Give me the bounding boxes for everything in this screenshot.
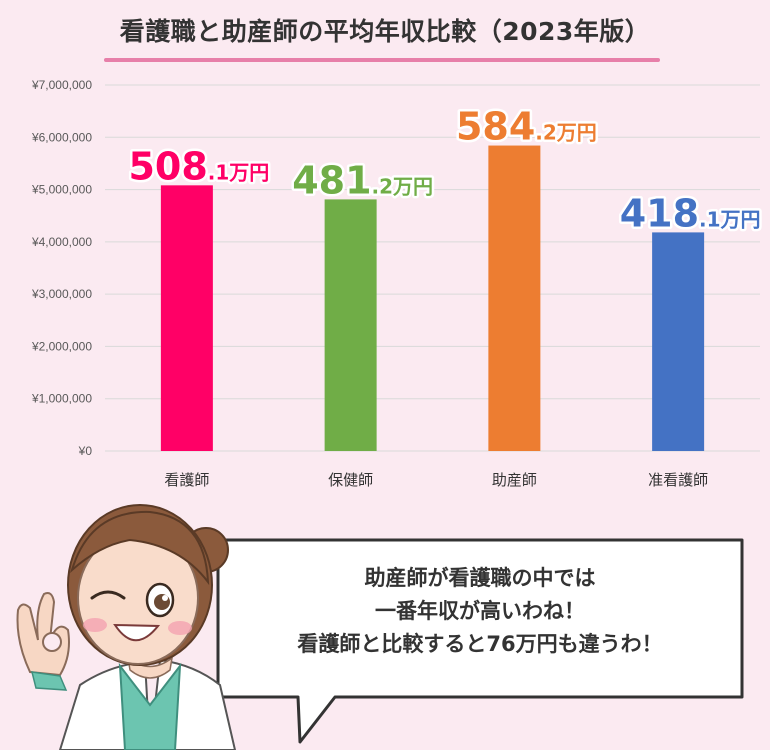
bar (652, 232, 705, 451)
data-label-minor: .1万円 (699, 207, 761, 231)
bar (488, 145, 541, 451)
nurse-illustration (16, 504, 744, 750)
x-tick-label: 助産師 (492, 471, 537, 489)
data-label-major: 508 (128, 144, 207, 188)
y-tick-label: ¥7,000,000 (31, 78, 92, 92)
y-tick-label: ¥0 (78, 444, 93, 458)
speech-line: 助産師が看護職の中では (364, 566, 596, 590)
data-label: 508.1万円 (128, 144, 269, 188)
nurse-body (58, 656, 237, 750)
title-underline (104, 58, 660, 62)
data-label-minor: .1万円 (208, 160, 270, 184)
y-tick-label: ¥5,000,000 (31, 183, 92, 197)
smile-mouth (113, 623, 161, 642)
data-label-major: 584 (456, 105, 535, 149)
y-tick-label: ¥6,000,000 (31, 130, 92, 144)
x-tick-label: 看護師 (164, 471, 209, 489)
data-label: 481.2万円 (292, 158, 433, 202)
bar (160, 185, 213, 451)
data-label-minor: .2万円 (372, 174, 434, 198)
data-label-minor: .2万円 (535, 121, 597, 145)
y-tick-label: ¥4,000,000 (31, 235, 92, 249)
y-tick-label: ¥1,000,000 (31, 392, 92, 406)
data-label: 584.2万円 (456, 105, 597, 149)
nurse-head (67, 504, 229, 666)
y-tick-label: ¥3,000,000 (31, 287, 92, 301)
x-tick-label: 保健師 (328, 471, 373, 489)
y-tick-label: ¥2,000,000 (31, 339, 92, 353)
data-label-major: 418 (620, 191, 699, 235)
speech-line: 一番年収が高いわね！ (375, 599, 585, 623)
speech-bubble-text: 助産師が看護職の中では 一番年収が高いわね！ 看護師と比較すると76万円も違うわ… (218, 562, 742, 661)
speech-bubble (216, 538, 744, 744)
speech-line: 看護師と比較すると76万円も違うわ！ (297, 632, 663, 656)
chart-title: 看護職と助産師の平均年収比較（2023年版） (119, 17, 651, 46)
data-label-major: 481 (292, 158, 371, 202)
ok-hand (16, 592, 70, 691)
x-tick-label: 准看護師 (648, 471, 708, 489)
winking-eye-icon (90, 590, 126, 600)
bar-chart: ¥0 ¥1,000,000 ¥2,000,000 ¥3,000,000 ¥4,000,0… (31, 78, 763, 489)
data-label: 418.1万円 (620, 191, 761, 235)
bar (324, 199, 377, 451)
